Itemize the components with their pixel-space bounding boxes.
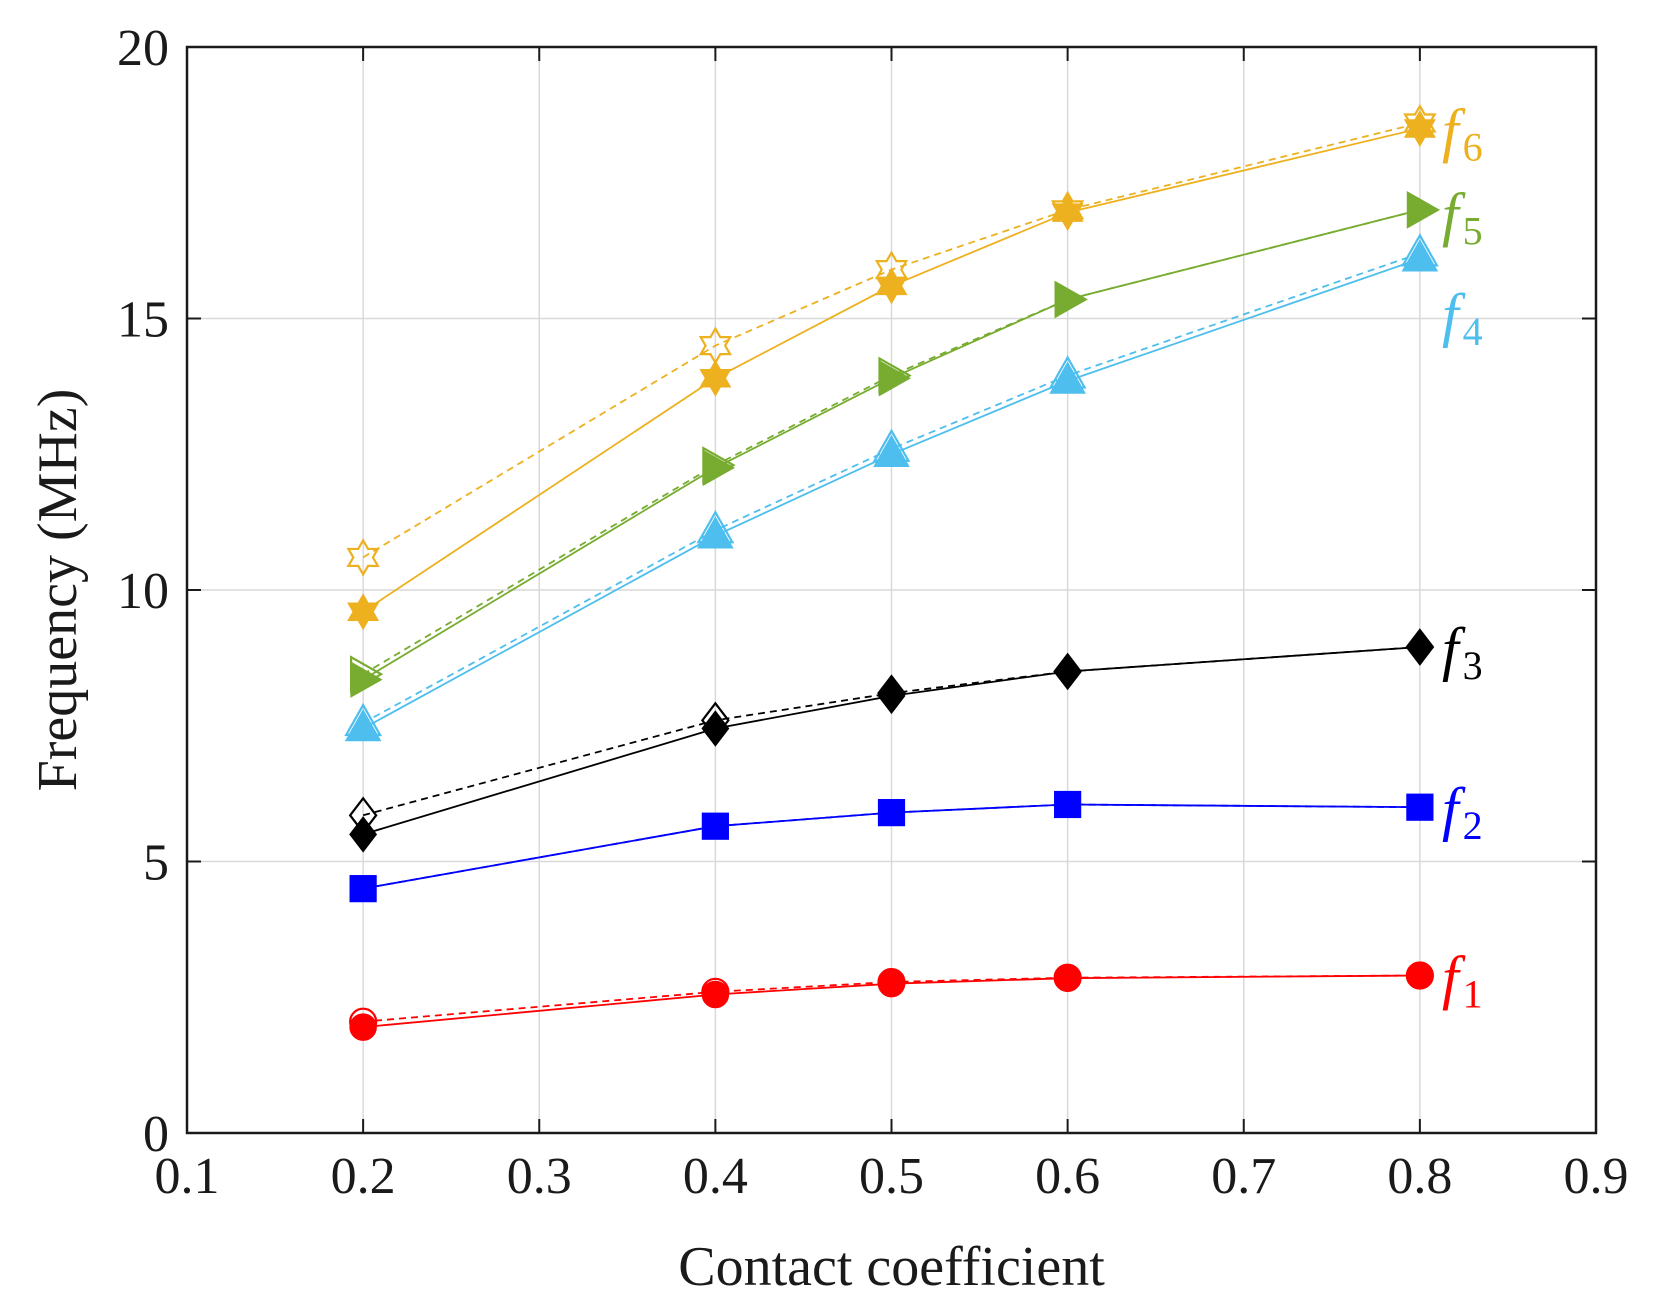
series-f2-filled-marker [1054,791,1081,818]
x-tick-label: 0.1 [155,1148,220,1205]
x-tick-label: 0.2 [331,1148,396,1205]
series-f3-filled-marker [1405,628,1434,666]
series-f1-filled-marker [701,980,730,1009]
series-f2-filled-marker [1406,793,1434,821]
series-f2-filled-marker [349,875,377,902]
series-f4-filled-marker [1401,239,1439,272]
series-f5-filled-marker [1054,281,1088,318]
series-f4-filled-marker [697,516,734,549]
x-tick-label: 0.6 [1035,1148,1100,1205]
y-tick-label: 15 [117,292,169,349]
series-f5-filled-marker [878,359,912,397]
series-f1-filled-marker [349,1013,377,1041]
y-tick-label: 5 [143,835,169,892]
y-tick-label: 0 [143,1106,169,1163]
y-axis-title: Frequency (MHz) [27,389,89,792]
series-f2-filled-marker [878,799,905,826]
series-f4-filled-marker [1049,361,1086,394]
series-f1-filled-marker [877,969,906,998]
series-f6-open-marker [346,538,380,577]
series-f5-filled-marker [350,661,383,698]
x-tick-label: 0.3 [507,1148,572,1205]
series-f6-filled-marker [1403,109,1436,147]
x-tick-label: 0.4 [683,1148,748,1205]
series-f1-filled-marker [1053,964,1082,992]
series-f5-filled-marker [1407,191,1440,229]
ticks-layer [186,46,1597,1134]
x-tick-label: 0.7 [1211,1148,1276,1205]
series-f2-filled-marker [702,812,729,840]
x-tick-label: 0.8 [1387,1148,1452,1205]
series-f4-filled-marker [873,434,910,467]
series-label-subscript: 1 [1463,972,1483,1017]
series-f5-filled-marker [702,449,735,487]
series-f6-filled-marker [699,359,732,397]
x-tick-label: 0.9 [1564,1148,1629,1205]
series-f3-filled-marker [877,677,906,715]
series-f4-dashed-line [362,252,1421,724]
series-labels-layer: f 1 f 2 f 3 f 4 f 5 f 6 [1442,97,1483,1016]
series-f4-filled-marker [344,708,382,742]
series-markers-layer [344,103,1441,1041]
series-f6-filled-marker [347,593,380,631]
series-label-subscript: 2 [1463,803,1483,848]
series-label-subscript: 4 [1463,309,1483,354]
series-label-subscript: 5 [1463,209,1483,254]
series-f3-filled-marker [701,710,730,747]
series-label-subscript: 6 [1463,124,1483,169]
series-label-subscript: 3 [1463,643,1483,688]
series-f3-filled-marker [349,816,378,853]
series-f6-filled-marker [875,267,908,305]
y-tick-label: 20 [117,20,169,77]
x-tick-label: 0.5 [859,1148,924,1205]
series-f3-filled-marker [1053,653,1082,690]
series-f1-filled-marker [1406,961,1434,990]
x-axis-title: Contact coefficient [678,1236,1105,1298]
series-f6-filled-marker [1051,194,1084,232]
y-tick-label: 10 [117,563,169,620]
